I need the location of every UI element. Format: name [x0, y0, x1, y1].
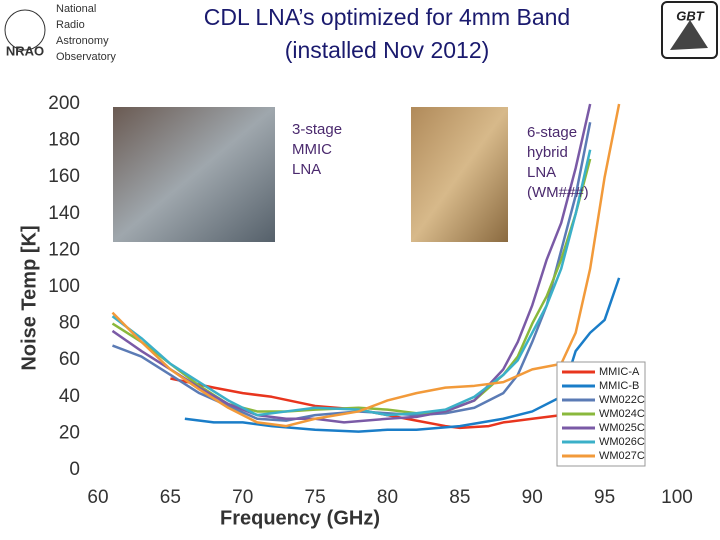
plot-area — [111, 103, 621, 433]
logo-abbr: NRAO — [6, 43, 44, 58]
annotation-text: (WM###) — [527, 184, 589, 201]
logo-text: Radio — [56, 19, 85, 31]
legend-label: MMIC-B — [599, 380, 639, 392]
annotation-box — [283, 110, 365, 190]
y-tick-label: 120 — [48, 239, 80, 260]
photo-mmic — [113, 107, 275, 242]
x-tick-label: 75 — [305, 487, 326, 508]
x-tick-label: 95 — [594, 487, 615, 508]
y-tick-label: 140 — [48, 203, 80, 224]
y-tick-label: 180 — [48, 130, 80, 151]
series-line — [170, 377, 591, 430]
x-tick-label: 70 — [232, 487, 253, 508]
y-tick-label: 60 — [59, 349, 80, 370]
logo-text: Astronomy — [56, 35, 109, 47]
series-line — [111, 158, 592, 415]
x-tick-label: 100 — [661, 487, 693, 508]
legend-label: MMIC-A — [599, 366, 640, 378]
annotation-box — [515, 110, 607, 220]
y-tick-label: 160 — [48, 166, 80, 187]
series-line — [111, 149, 592, 417]
legend-label: WM025C — [599, 422, 645, 434]
y-tick-label: 20 — [59, 422, 80, 443]
y-tick-label: 100 — [48, 276, 80, 297]
legend-label: WM027C — [599, 450, 645, 462]
y-axis-label: Noise Temp [K] — [18, 225, 40, 370]
logo-text: National — [56, 3, 96, 15]
y-tick-label: 200 — [48, 93, 80, 114]
annotation-text: 3-stage — [292, 121, 342, 138]
chart-title: CDL LNA’s optimized for 4mm Band — [204, 4, 570, 30]
annotation-text: hybrid — [527, 144, 568, 161]
series-line — [111, 103, 592, 424]
legend-label: WM024C — [599, 408, 645, 420]
y-tick-label: 80 — [59, 313, 80, 334]
x-tick-label: 90 — [522, 487, 543, 508]
y-tick-label: 0 — [69, 459, 80, 480]
y-tick-label: 40 — [59, 386, 80, 407]
x-tick-label: 65 — [160, 487, 181, 508]
annotation-text: MMIC — [292, 141, 332, 158]
chart-subtitle: (installed Nov 2012) — [285, 37, 490, 63]
annotation-text: LNA — [527, 164, 556, 181]
logo-text: Observatory — [56, 51, 116, 63]
x-axis-label: Frequency (GHz) — [220, 507, 380, 529]
x-tick-label: 85 — [449, 487, 470, 508]
gbt-text: GBT — [676, 8, 705, 23]
gbt-logo: GBT — [661, 1, 718, 59]
logo-ring — [4, 9, 46, 51]
nrao-logo: NRAO National Radio Astronomy Observator… — [4, 3, 116, 63]
series-line — [111, 103, 621, 428]
x-tick-label: 60 — [87, 487, 108, 508]
photo-hybrid — [411, 107, 508, 242]
legend-label: WM026C — [599, 436, 645, 448]
legend-label: WM022C — [599, 394, 645, 406]
gbt-dish — [670, 20, 708, 50]
series-line — [184, 277, 621, 433]
annotation-text: LNA — [292, 161, 321, 178]
x-tick-label: 80 — [377, 487, 398, 508]
annotation-text: 6-stage — [527, 124, 577, 141]
